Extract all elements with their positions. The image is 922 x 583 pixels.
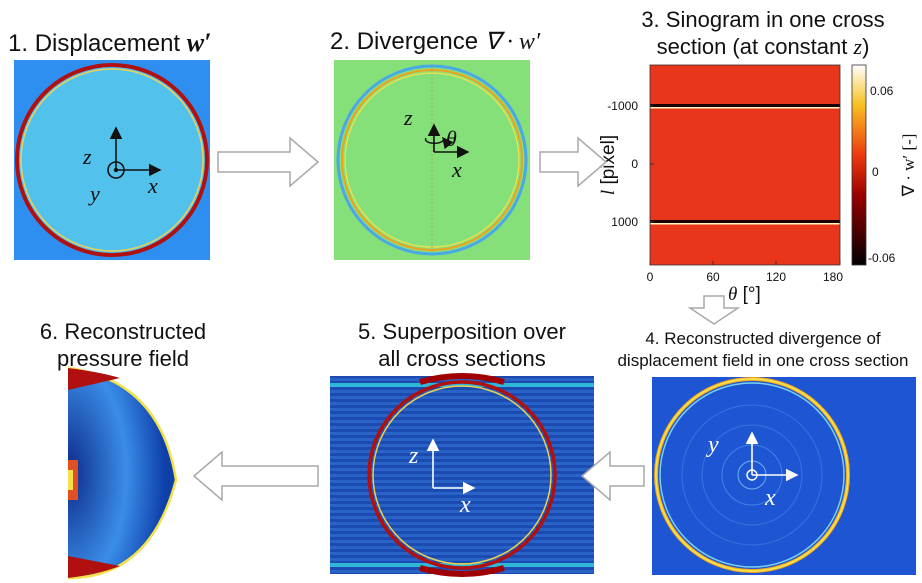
arrow-2-to-3 [539, 136, 608, 188]
panel-superposition [330, 373, 594, 577]
sino-xtick-1: 0 [647, 270, 654, 284]
sinogram-line-top-light [650, 107, 840, 109]
panel-sinogram [649, 64, 867, 266]
sinogram-line-bottom-dark [650, 220, 840, 223]
sinogram-line-top-dark [650, 104, 840, 107]
panel5-x-label: x [459, 492, 471, 518]
sino-ytick-3: 1000 [611, 215, 638, 229]
sino-xlabel: θ [°] [728, 284, 761, 305]
sinogram-line-bottom-light [650, 223, 840, 225]
sino-ylabel: l [pixel] [598, 135, 619, 195]
sinogram-plot-area [650, 65, 840, 265]
panel2-z-label: z [403, 105, 413, 130]
cbar-tick-3: -0.06 [868, 251, 896, 265]
step-1-symbol: w′ [186, 28, 212, 57]
sino-ylabel-group: l [pixel] [598, 135, 619, 195]
sino-xtick-2: 60 [706, 270, 720, 284]
panel-reconstructed-divergence [652, 377, 916, 575]
panel5-z-label: z [408, 443, 419, 469]
sino-xtick-4: 180 [823, 270, 843, 284]
panel-divergence [334, 60, 530, 260]
panel-pressure-field [67, 366, 178, 580]
panel2-x-label: x [451, 157, 462, 182]
step-5-title: 5. Superposition over all cross sections [358, 319, 566, 371]
cbar-tick-1: 0.06 [870, 84, 894, 98]
panel-displacement [14, 60, 210, 260]
cbar-label: ∇ · w′ [-] [899, 134, 918, 198]
step-2-symbol: ∇ · w′ [484, 29, 541, 55]
panel1-y-label: y [88, 181, 100, 206]
panel1-x-label: x [147, 173, 158, 198]
panel4-y-label: y [706, 432, 719, 458]
sino-ytick-2: 0 [631, 157, 638, 171]
step-3-title: 3. Sinogram in one cross section (at con… [641, 7, 885, 59]
step-2-title: 2. Divergence ∇ · w′ [330, 28, 541, 55]
arrow-4-to-5 [580, 450, 645, 502]
cbar-label-group: ∇ · w′ [-] [899, 134, 918, 198]
step-4-title: 4. Reconstructed divergence of displacem… [617, 329, 909, 370]
cbar-tick-2: 0 [872, 165, 879, 179]
arrow-5-to-6 [192, 450, 319, 502]
arrow-3-to-4 [687, 295, 741, 325]
arrow-1-to-2 [217, 136, 320, 188]
step-6-title: 6. Reconstructed pressure field [39, 319, 207, 371]
panel1-z-label: z [82, 144, 92, 169]
sino-ytick-1: -1000 [607, 99, 638, 113]
sino-xtick-3: 120 [766, 270, 786, 284]
panel2-theta-label: θ [446, 126, 457, 151]
panel4-x-label: x [764, 485, 776, 511]
step-1-title: 1. Displacement w′ [8, 28, 212, 57]
sinogram-colorbar [851, 64, 867, 266]
